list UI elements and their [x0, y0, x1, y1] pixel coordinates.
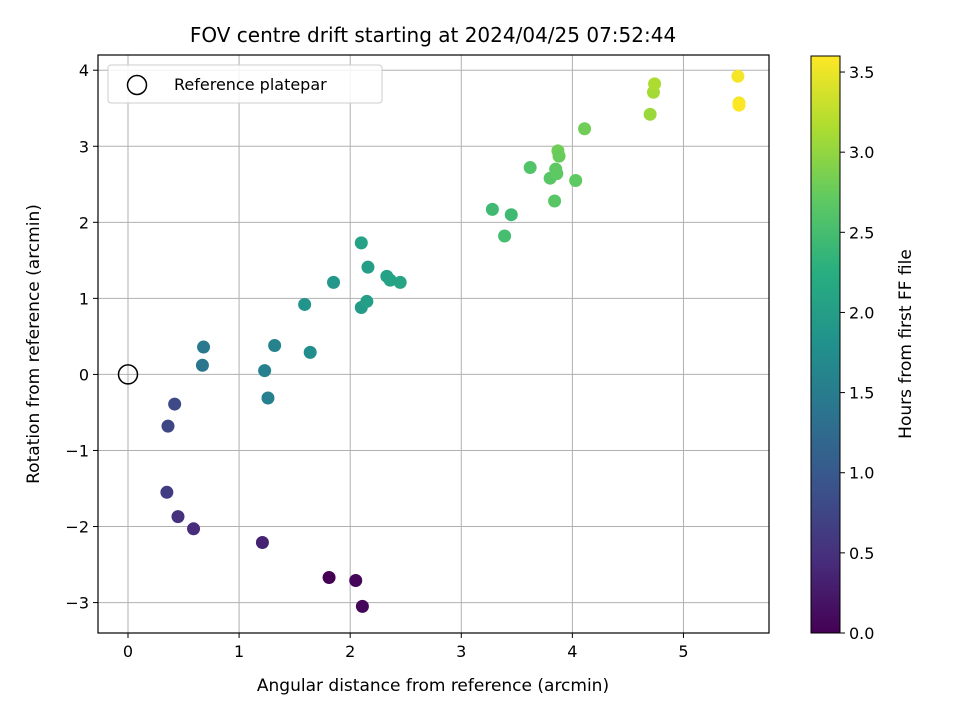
- data-point: [550, 167, 564, 181]
- data-point: [298, 297, 312, 311]
- y-tick-label: 3: [79, 137, 89, 156]
- data-point: [643, 107, 657, 121]
- data-point: [187, 522, 201, 536]
- data-point: [569, 173, 583, 187]
- data-point: [548, 194, 562, 208]
- colorbar-tick-label: 1.5: [849, 384, 874, 403]
- colorbar-gradient: [810, 55, 841, 634]
- colorbar-ticks: 0.0 0.5 1.0 1.5 2.0 2.5 3.0 3.5: [840, 63, 874, 643]
- x-tick-label: 0: [123, 642, 133, 661]
- colorbar-tick-label: 0.5: [849, 544, 874, 563]
- chart-title: FOV centre drift starting at 2024/04/25 …: [190, 23, 676, 47]
- data-point: [732, 98, 746, 112]
- data-point: [168, 397, 182, 411]
- data-point: [360, 294, 374, 308]
- y-tick-label: 1: [79, 289, 89, 308]
- data-point: [171, 510, 185, 524]
- data-point: [355, 599, 369, 613]
- x-tick-label: 4: [567, 642, 577, 661]
- y-tick-label: 2: [79, 213, 89, 232]
- data-point: [578, 122, 592, 136]
- colorbar-label: Hours from first FF file: [896, 249, 916, 439]
- x-axis-label: Angular distance from reference (arcmin): [257, 676, 609, 696]
- x-tick-label: 1: [234, 642, 244, 661]
- data-point: [322, 570, 336, 584]
- data-point: [258, 364, 272, 378]
- colorbar: 0.0 0.5 1.0 1.5 2.0 2.5 3.0 3.5 Hours from firs…: [810, 55, 916, 643]
- x-tick-label: 2: [345, 642, 355, 661]
- y-tick-label: 0: [79, 365, 89, 384]
- data-point: [349, 574, 363, 588]
- y-axis-label: Rotation from reference (arcmin): [24, 204, 44, 484]
- data-point: [195, 358, 209, 372]
- y-tick-label: −2: [65, 518, 89, 537]
- legend-box: [107, 64, 383, 104]
- data-point: [303, 345, 317, 359]
- data-point: [327, 275, 341, 289]
- legend-marker-open-circle: [126, 74, 148, 96]
- data-point: [523, 161, 537, 175]
- y-tick-label: −1: [65, 441, 89, 460]
- y-tick-label: −3: [65, 594, 89, 613]
- colorbar-tick-label: 1.0: [849, 464, 874, 483]
- y-tick-label: 4: [79, 61, 89, 80]
- data-point: [161, 419, 175, 433]
- colorbar-tick-label: 2.0: [849, 303, 874, 322]
- y-axis-ticks: −3 −2 −1 0 1 2 3 4: [65, 61, 98, 613]
- colorbar-tick-label: 2.5: [849, 223, 874, 242]
- x-tick-label: 5: [678, 642, 688, 661]
- grid: [98, 55, 769, 633]
- data-point: [393, 275, 407, 289]
- x-tick-label: 3: [456, 642, 466, 661]
- data-point: [197, 340, 211, 354]
- x-axis-ticks: 0 1 2 3 4 5: [123, 633, 689, 661]
- legend-label-reference-platepar: Reference platepar: [174, 75, 327, 94]
- colorbar-tick-label: 0.0: [849, 624, 874, 643]
- data-point: [504, 208, 518, 222]
- data-point: [498, 229, 512, 243]
- data-point: [552, 149, 566, 163]
- data-point: [268, 339, 282, 353]
- data-point: [731, 69, 745, 83]
- data-point: [261, 391, 275, 405]
- reference-platepar-marker: [117, 364, 139, 385]
- data-point: [361, 260, 375, 274]
- colorbar-tick-label: 3.0: [849, 143, 874, 162]
- legend: Reference platepar: [107, 64, 383, 104]
- data-point: [485, 202, 499, 216]
- colorbar-tick-label: 3.5: [849, 63, 874, 82]
- data-point: [648, 77, 662, 91]
- data-point: [160, 485, 174, 499]
- data-point: [255, 535, 269, 549]
- data-points: [160, 69, 746, 613]
- data-point: [354, 236, 368, 250]
- plot-frame: [97, 54, 770, 634]
- data-point: [383, 273, 397, 287]
